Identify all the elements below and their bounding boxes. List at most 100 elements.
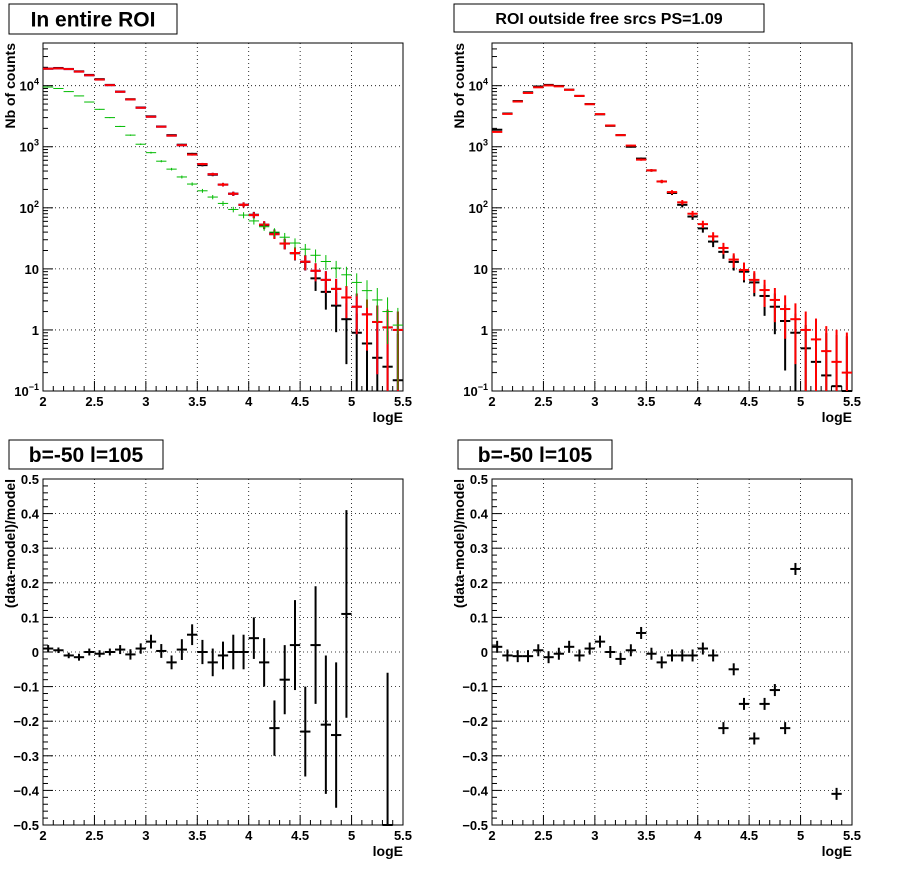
y-tick-label: −0.1 xyxy=(462,680,488,695)
data-point-component xyxy=(289,238,301,249)
data-point-model xyxy=(564,88,575,91)
data-point-data xyxy=(207,648,218,677)
data-point-component xyxy=(84,101,95,103)
x-tick-label: 4 xyxy=(694,394,702,409)
panel-counts-roi-outside-free-srcs: 2 2.5 3 3.5 4 4.5 5 5.5 logE 10−1 1 10 102 103 104 Nb o… xyxy=(449,0,898,436)
data-point-model xyxy=(135,106,146,109)
data-point-data xyxy=(94,650,105,658)
y-tick-label: 103 xyxy=(469,138,488,155)
y-tick-label: −0.2 xyxy=(462,714,488,729)
data-point-data xyxy=(217,641,229,670)
data-point-data xyxy=(382,672,393,826)
data-point-data xyxy=(63,652,74,659)
data-point-model xyxy=(289,247,301,261)
data-point-data xyxy=(502,649,513,662)
data-point-model xyxy=(522,91,534,94)
data-point-component xyxy=(145,151,157,154)
y-tick-label: 0.2 xyxy=(470,576,488,591)
x-tick-label: 3 xyxy=(142,394,149,409)
data-point-model xyxy=(310,263,321,282)
data-point-component xyxy=(43,86,54,88)
data-point-data xyxy=(310,586,321,704)
data-point-model xyxy=(145,115,157,118)
data-point-component xyxy=(341,266,352,287)
data-point-data xyxy=(73,653,85,661)
data-point-model xyxy=(780,295,791,339)
data-point-component xyxy=(187,182,198,186)
data-point-data xyxy=(512,650,523,663)
y-tick-label: −0.1 xyxy=(13,680,39,695)
data-point-model xyxy=(238,202,249,208)
data-point-model xyxy=(331,278,342,306)
data-point-component xyxy=(269,228,280,237)
data-point-data xyxy=(553,647,564,660)
y-tick-label: 102 xyxy=(20,199,39,216)
data-point-component xyxy=(351,273,362,297)
data-point-component xyxy=(207,194,218,200)
data-point-data xyxy=(831,787,842,800)
data-point-data xyxy=(564,640,575,653)
data-point-model xyxy=(708,232,719,242)
data-point-data xyxy=(84,648,95,656)
data-point-model xyxy=(156,125,167,128)
data-point-model xyxy=(361,299,373,351)
data-point-data xyxy=(115,645,126,655)
x-tick-label: 5 xyxy=(348,828,355,843)
data-point-component xyxy=(104,117,115,119)
data-point-data xyxy=(289,600,301,691)
data-point-model xyxy=(533,86,544,89)
y-tick-label: 10−1 xyxy=(463,382,488,399)
data-point-model xyxy=(790,303,801,365)
x-tick-label: 5 xyxy=(797,394,804,409)
data-point-data xyxy=(197,639,208,665)
data-point-model xyxy=(800,311,811,391)
data-point-model xyxy=(228,191,239,196)
x-tick-label: 3.5 xyxy=(637,394,655,409)
x-axis-label: logE xyxy=(373,409,403,425)
data-point-model xyxy=(769,288,780,323)
data-point-model xyxy=(512,100,523,103)
data-point-component xyxy=(73,95,85,97)
x-tick-label: 4.5 xyxy=(740,828,758,843)
data-point-data xyxy=(166,655,177,670)
data-point-model xyxy=(207,172,218,176)
y-tick-label: 0.4 xyxy=(470,507,489,522)
data-point-model xyxy=(341,285,352,319)
y-tick-label: 1 xyxy=(32,323,39,338)
data-point-data xyxy=(687,649,698,662)
data-point-model xyxy=(718,242,729,255)
y-axis-label: Nb of counts xyxy=(2,43,18,129)
data-point-model xyxy=(646,169,657,172)
data-point-model xyxy=(728,253,739,268)
data-point-component xyxy=(248,217,259,225)
data-point-component xyxy=(310,249,321,263)
data-point-data xyxy=(331,662,342,808)
data-point-data xyxy=(228,634,239,670)
x-tick-label: 5.5 xyxy=(843,394,861,409)
data-point-data xyxy=(104,648,115,656)
x-tick-label: 3.5 xyxy=(188,828,206,843)
data-point-model xyxy=(248,212,259,219)
data-point-data xyxy=(176,639,187,660)
y-tick-label: 0.3 xyxy=(21,541,39,556)
data-point-model xyxy=(502,112,513,115)
data-point-model xyxy=(656,179,667,184)
data-point-component xyxy=(63,91,74,93)
x-tick-label: 2 xyxy=(488,394,495,409)
data-point-data xyxy=(53,647,64,654)
data-point-data xyxy=(543,651,554,664)
data-point-data xyxy=(259,638,270,687)
chart-title: b=-50 l=105 xyxy=(29,444,144,467)
data-point-data xyxy=(749,732,760,745)
panel-residuals-right: 2 2.5 3 3.5 4 4.5 5 5.5 logE −0.5 −0.4 −0.3 −0.2 −0.1… xyxy=(449,436,898,871)
data-point-data xyxy=(728,663,739,676)
data-point-data xyxy=(636,626,647,639)
data-point-model xyxy=(759,279,770,307)
y-tick-label: 0.5 xyxy=(470,472,488,487)
data-point-model xyxy=(300,255,311,271)
data-point-component xyxy=(53,87,64,89)
data-point-model xyxy=(543,84,554,87)
y-tick-label: −0.3 xyxy=(13,749,39,764)
data-point-data xyxy=(522,650,534,663)
